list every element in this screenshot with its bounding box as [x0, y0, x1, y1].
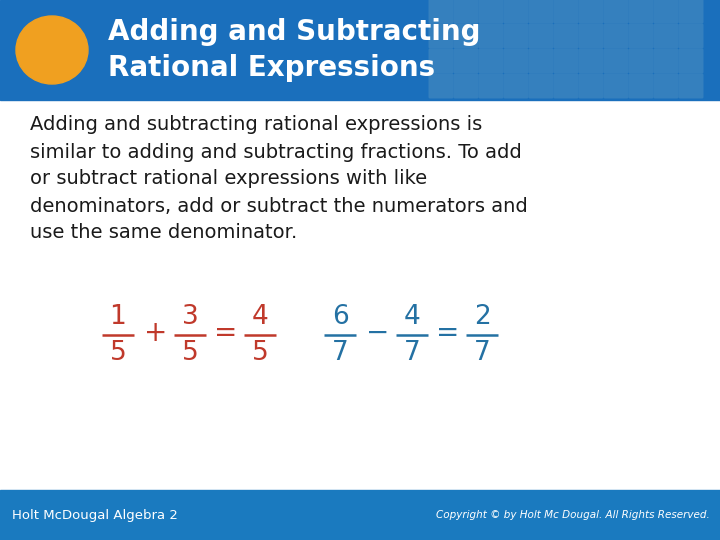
- FancyBboxPatch shape: [503, 73, 528, 98]
- FancyBboxPatch shape: [554, 49, 578, 73]
- Text: +: +: [144, 319, 168, 347]
- FancyBboxPatch shape: [428, 73, 454, 98]
- Text: similar to adding and subtracting fractions. To add: similar to adding and subtracting fracti…: [30, 143, 522, 161]
- Text: Adding and subtracting rational expressions is: Adding and subtracting rational expressi…: [30, 116, 482, 134]
- Text: 1: 1: [109, 304, 127, 330]
- FancyBboxPatch shape: [528, 0, 554, 24]
- FancyBboxPatch shape: [528, 24, 554, 49]
- Text: 3: 3: [181, 304, 199, 330]
- Text: 2: 2: [474, 304, 490, 330]
- FancyBboxPatch shape: [654, 0, 678, 24]
- Text: Rational Expressions: Rational Expressions: [108, 54, 435, 82]
- FancyBboxPatch shape: [428, 49, 454, 73]
- FancyBboxPatch shape: [554, 0, 578, 24]
- FancyBboxPatch shape: [503, 49, 528, 73]
- FancyBboxPatch shape: [454, 0, 479, 24]
- FancyBboxPatch shape: [603, 49, 629, 73]
- FancyBboxPatch shape: [654, 24, 678, 49]
- FancyBboxPatch shape: [503, 24, 528, 49]
- FancyBboxPatch shape: [428, 0, 454, 24]
- Ellipse shape: [16, 16, 88, 84]
- Text: or subtract rational expressions with like: or subtract rational expressions with li…: [30, 170, 427, 188]
- FancyBboxPatch shape: [629, 73, 654, 98]
- FancyBboxPatch shape: [578, 49, 603, 73]
- FancyBboxPatch shape: [629, 0, 654, 24]
- FancyBboxPatch shape: [479, 49, 503, 73]
- FancyBboxPatch shape: [678, 0, 703, 24]
- Text: denominators, add or subtract the numerators and: denominators, add or subtract the numera…: [30, 197, 528, 215]
- Text: 5: 5: [109, 340, 127, 366]
- FancyBboxPatch shape: [654, 49, 678, 73]
- Text: 5: 5: [181, 340, 199, 366]
- Text: Holt McDougal Algebra 2: Holt McDougal Algebra 2: [12, 509, 178, 522]
- FancyBboxPatch shape: [578, 0, 603, 24]
- FancyBboxPatch shape: [454, 49, 479, 73]
- FancyBboxPatch shape: [578, 73, 603, 98]
- Text: Copyright © by Holt Mc Dougal. All Rights Reserved.: Copyright © by Holt Mc Dougal. All Right…: [436, 510, 710, 520]
- Text: 6: 6: [332, 304, 348, 330]
- Text: 5: 5: [251, 340, 269, 366]
- Bar: [0, 0, 720, 100]
- FancyBboxPatch shape: [629, 49, 654, 73]
- FancyBboxPatch shape: [603, 24, 629, 49]
- FancyBboxPatch shape: [554, 24, 578, 49]
- Text: −: −: [366, 319, 390, 347]
- FancyBboxPatch shape: [503, 0, 528, 24]
- FancyBboxPatch shape: [479, 73, 503, 98]
- Text: 4: 4: [404, 304, 420, 330]
- FancyBboxPatch shape: [654, 73, 678, 98]
- FancyBboxPatch shape: [479, 24, 503, 49]
- Text: 7: 7: [474, 340, 490, 366]
- Text: =: =: [215, 319, 238, 347]
- FancyBboxPatch shape: [678, 49, 703, 73]
- Text: 4: 4: [251, 304, 269, 330]
- FancyBboxPatch shape: [454, 73, 479, 98]
- FancyBboxPatch shape: [678, 24, 703, 49]
- FancyBboxPatch shape: [629, 24, 654, 49]
- FancyBboxPatch shape: [454, 24, 479, 49]
- FancyBboxPatch shape: [678, 73, 703, 98]
- FancyBboxPatch shape: [578, 24, 603, 49]
- Text: 7: 7: [332, 340, 348, 366]
- FancyBboxPatch shape: [528, 73, 554, 98]
- Text: use the same denominator.: use the same denominator.: [30, 224, 297, 242]
- Text: =: =: [436, 319, 459, 347]
- FancyBboxPatch shape: [603, 73, 629, 98]
- Text: Adding and Subtracting: Adding and Subtracting: [108, 18, 480, 46]
- FancyBboxPatch shape: [528, 49, 554, 73]
- FancyBboxPatch shape: [479, 0, 503, 24]
- FancyBboxPatch shape: [554, 73, 578, 98]
- Text: 7: 7: [404, 340, 420, 366]
- Bar: [0, 490, 720, 540]
- FancyBboxPatch shape: [603, 0, 629, 24]
- FancyBboxPatch shape: [428, 24, 454, 49]
